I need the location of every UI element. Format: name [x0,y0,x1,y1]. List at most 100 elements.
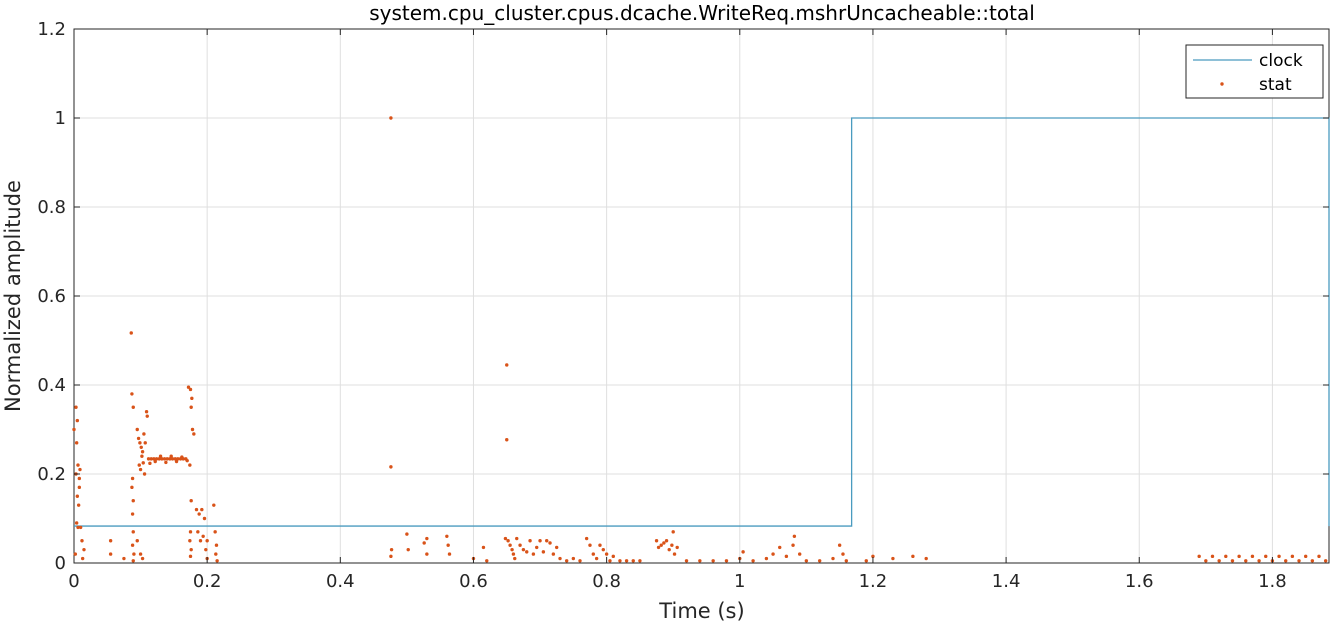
series-stat-point [670,543,674,547]
series-stat-point [188,463,192,467]
series-stat-point [190,396,194,401]
series-stat-point [545,539,549,543]
y-tick-label: 0.2 [37,464,66,485]
series-stat-point [671,530,675,534]
series-stat-point [624,559,629,563]
series-stat-point [158,454,163,458]
series-stat-point [130,485,134,490]
series-stat-point [201,534,205,538]
series-stat-point [204,547,208,552]
series-stat-point [598,543,602,547]
series-stat-point [837,543,842,547]
series-stat-point [594,556,599,561]
series-stat-point [798,552,802,556]
series-stat-point [165,457,169,461]
series-stat-point [389,554,393,559]
series-stat-point [145,414,149,418]
y-tick-label: 0.8 [37,197,66,218]
series-stat-point [654,539,659,543]
series-stat-point [188,530,193,534]
series-stat-point [817,559,822,563]
series-stat-point [891,556,895,561]
series-stat-point [188,539,192,543]
series-stat-point [214,543,219,547]
series-stat-point [142,472,147,476]
y-tick-label: 0.4 [37,375,66,396]
series-stat-point [174,459,179,464]
x-tick-label: 0 [68,571,79,592]
series-stat-point [1310,559,1315,563]
series-stat-point [1204,559,1208,563]
legend-stat-label: stat [1259,75,1292,95]
series-stat-point [422,541,426,545]
series-stat-point [1224,554,1228,559]
legend-box [1185,44,1324,99]
y-tick-label: 0.6 [37,286,66,307]
series-stat-point [771,552,775,556]
series-stat-point [591,552,596,556]
series-stat-point [675,545,679,550]
series-stat-point [631,559,635,563]
chart-title: system.cpu_cluster.cpus.dcache.WriteReq.… [369,1,1035,25]
series-stat-point [130,512,135,516]
x-tick-label: 0.8 [592,571,621,592]
series-stat-point [518,543,522,547]
x-tick-label: 1.4 [992,571,1021,592]
series-stat-point [73,552,78,556]
series-stat-point [513,556,517,561]
series-stat-point [108,552,113,556]
series-stat-point [131,559,135,563]
x-tick-label: 1 [734,571,745,592]
series-stat-point [389,116,393,120]
series-stat-point [196,530,200,534]
legend: clock stat [1185,44,1324,99]
series-stat-point [538,539,542,543]
series-stat-point [132,552,136,556]
series-stat-point [764,556,769,561]
series-stat-point [1290,554,1295,559]
series-stat-point [130,476,135,481]
x-tick-label: 0.4 [326,571,355,592]
series-stat-point [173,457,177,461]
series-stat-point [185,458,189,463]
series-stat-point [140,450,145,454]
tick-layer: 0 0.2 0.4 0.6 0.8 1 1.2 1.4 1.6 1.8 0 0.2 0.4 0.6 0.8 1… [37,19,1329,592]
series-stat-point [778,545,782,550]
series-stat-point [1250,554,1255,559]
series-stat-point [169,454,173,458]
series-stat-point [871,554,875,559]
series-stat-point [190,427,195,432]
series-stat-point [214,552,218,556]
series-stat-point [148,461,152,466]
series-stat-point [76,525,80,530]
series-stat-point [406,547,410,552]
series-stat-point [684,559,689,563]
series-stat-point [389,465,393,469]
x-tick-label: 1.2 [859,571,888,592]
series-stat-point [751,559,755,563]
series-stat-point [146,457,151,461]
series-stat-point [74,441,79,445]
series-stat-point [188,387,193,392]
series-stat-point [831,556,835,561]
series-stat-point [160,457,164,461]
series-stat-point [447,552,452,556]
series-stat-point [1264,554,1268,559]
series-stat-point [153,459,157,464]
series-stat-point [564,559,569,563]
series-stat-point [1217,559,1221,563]
series-stat-point [844,559,849,563]
series-stat-point [864,559,868,563]
series-stat-point [425,536,429,541]
series-stat-point [525,550,529,554]
series-stat-point [192,432,196,436]
series-stat-point [140,556,145,561]
series-stat-point [130,392,134,396]
series-stat-point [141,461,145,465]
series-stat-point [74,405,78,409]
series-stat-point [137,463,141,467]
series-stat-point [152,457,156,461]
series-stat-point [505,363,509,367]
series-stat-point [784,554,789,559]
